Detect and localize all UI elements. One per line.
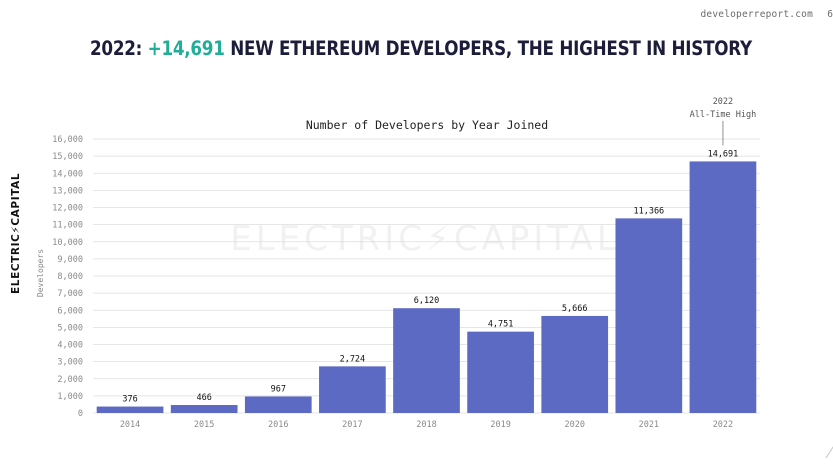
bar-value-label: 6,120 (414, 296, 440, 306)
x-tick-label: 2021 (639, 420, 659, 430)
annotation-year: 2022 (713, 97, 733, 107)
annotation: 2022 All-Time High (690, 97, 757, 146)
y-tick-label: 8,000 (57, 272, 83, 282)
y-tick-label: 13,000 (52, 186, 83, 196)
y-tick-label: 2,000 (57, 375, 83, 385)
bar-value-label: 14,691 (708, 149, 739, 159)
y-tick-label: 0 (78, 409, 83, 419)
bar (467, 331, 534, 413)
y-axis-label: Developers (36, 249, 45, 297)
bar-value-label: 466 (196, 393, 211, 403)
bar (689, 161, 757, 413)
chart-title: Number of Developers by Year Joined (306, 118, 548, 132)
bar-value-label: 967 (271, 384, 286, 394)
x-axis-ticks: 2014 2015 2016 2017 2018 2019 2020 2021 2022 (120, 420, 733, 430)
bar-value-label: 4,751 (488, 320, 514, 330)
bar (541, 315, 609, 413)
bar (244, 396, 312, 413)
y-tick-label: 11,000 (52, 221, 83, 231)
x-tick-label: 2016 (268, 420, 288, 430)
y-tick-label: 15,000 (52, 152, 83, 162)
bar (319, 366, 386, 413)
headline-rest: NEW ETHEREUM DEVELOPERS, THE HIGHEST IN … (224, 37, 752, 60)
y-tick-label: 4,000 (57, 341, 83, 351)
bar-value-label: 5,666 (562, 304, 588, 314)
y-axis-ticks: 0 1,000 2,000 3,000 4,000 5,000 6,000 7,000 8,00… (52, 135, 83, 419)
annotation-label: All-Time High (690, 110, 757, 120)
y-tick-label: 16,000 (52, 135, 83, 145)
y-tick-label: 14,000 (52, 169, 83, 179)
bar-value-label: 11,366 (633, 206, 664, 216)
bars (96, 161, 757, 413)
headline-accent: +14,691 (147, 37, 225, 60)
page-number: 6 (827, 9, 833, 20)
y-tick-label: 9,000 (57, 255, 83, 265)
y-tick-label: 10,000 (52, 238, 83, 248)
bar (615, 218, 683, 413)
y-tick-label: 3,000 (57, 358, 83, 368)
bar (96, 406, 164, 413)
x-tick-label: 2019 (490, 420, 510, 430)
corner-mark-icon: ⁄ (828, 443, 831, 462)
page-title: 2022: +14,691 NEW ETHEREUM DEVELOPERS, T… (90, 37, 752, 60)
y-tick-label: 6,000 (57, 306, 83, 316)
x-tick-label: 2020 (564, 420, 584, 430)
site-url[interactable]: developerreport.com (700, 9, 813, 20)
bar-value-label: 376 (122, 395, 137, 405)
bar-value-label: 2,724 (340, 354, 366, 364)
x-tick-label: 2015 (194, 420, 214, 430)
y-tick-label: 5,000 (57, 323, 83, 333)
x-tick-label: 2014 (120, 420, 140, 430)
x-tick-label: 2018 (416, 420, 436, 430)
value-labels: 376 466 967 2,724 6,120 4,751 5,666 11,366 14,69… (122, 149, 738, 404)
watermark: ELECTRIC⚡CAPITAL (230, 219, 620, 259)
x-tick-label: 2017 (342, 420, 362, 430)
x-tick-label: 2022 (713, 420, 733, 430)
y-tick-label: 1,000 (57, 392, 83, 402)
bar (170, 405, 238, 413)
y-tick-label: 12,000 (52, 204, 83, 214)
y-tick-label: 7,000 (57, 289, 83, 299)
bar (393, 308, 460, 413)
headline-prefix: 2022: (90, 37, 148, 60)
